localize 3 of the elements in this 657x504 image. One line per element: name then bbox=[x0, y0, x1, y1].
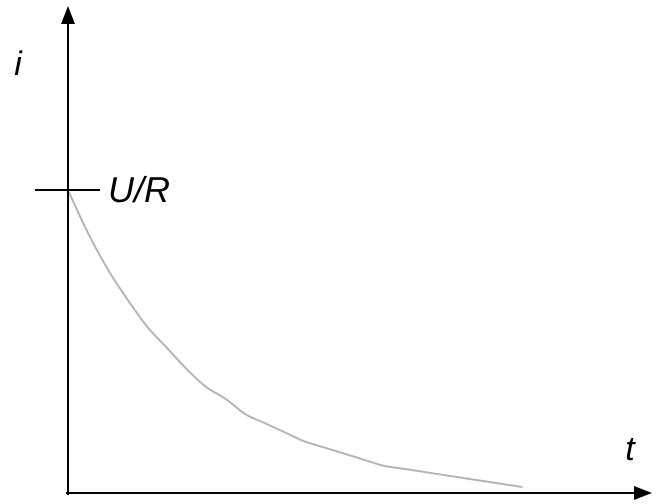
annotation: U/R bbox=[108, 169, 170, 210]
y-axis-title: i bbox=[14, 45, 24, 83]
x-axis-title: t bbox=[625, 430, 636, 468]
